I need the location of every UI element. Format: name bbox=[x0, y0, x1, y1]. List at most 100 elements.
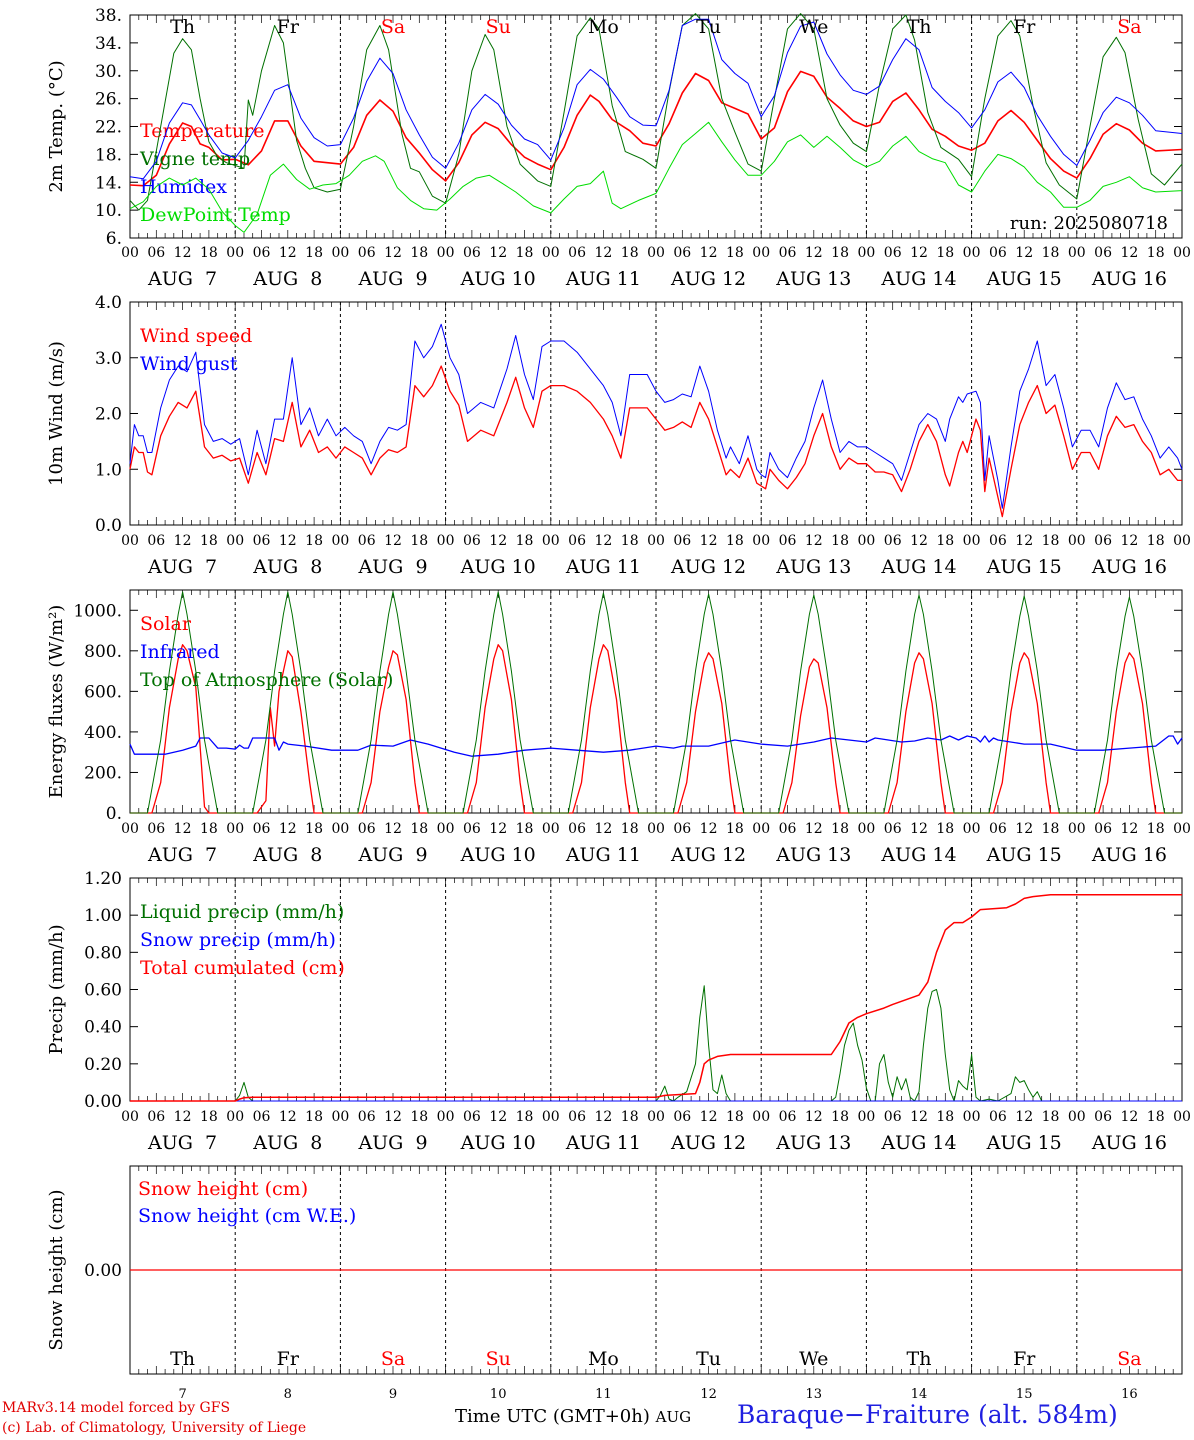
hour-tick-label: 00 bbox=[752, 821, 770, 837]
date-label: AUG 16 bbox=[1091, 556, 1167, 578]
hour-tick-label: 18 bbox=[1042, 533, 1060, 549]
hour-tick-label: 00 bbox=[331, 1109, 349, 1125]
hour-tick-label: 00 bbox=[857, 533, 875, 549]
hour-tick-label: 18 bbox=[1147, 245, 1165, 261]
hour-tick-label: 00 bbox=[1068, 245, 1086, 261]
hour-tick-label: 06 bbox=[147, 1109, 165, 1125]
hour-tick-label: 06 bbox=[779, 821, 797, 837]
hour-tick-label: 00 bbox=[331, 821, 349, 837]
y-tick-label: 200. bbox=[84, 763, 122, 783]
weekday-label: Tu bbox=[696, 1348, 721, 1370]
hour-tick-label: 00 bbox=[542, 821, 560, 837]
day-number-label: 10 bbox=[490, 1387, 507, 1402]
hour-tick-label: 00 bbox=[857, 245, 875, 261]
hour-tick-label: 06 bbox=[358, 533, 376, 549]
hour-tick-label: 12 bbox=[489, 821, 507, 837]
series-line bbox=[130, 985, 1182, 1102]
hour-tick-label: 06 bbox=[358, 1109, 376, 1125]
hour-tick-label: 12 bbox=[489, 1109, 507, 1125]
hour-tick-label: 12 bbox=[594, 821, 612, 837]
hour-tick-label: 12 bbox=[489, 245, 507, 261]
weekday-label: We bbox=[799, 1348, 828, 1370]
hour-tick-label: 12 bbox=[384, 245, 402, 261]
hour-tick-label: 18 bbox=[621, 533, 639, 549]
hour-tick-label: 18 bbox=[516, 533, 534, 549]
date-label: AUG 7 bbox=[147, 1132, 217, 1154]
hour-tick-label: 06 bbox=[463, 821, 481, 837]
weekday-label: Tu bbox=[696, 16, 721, 38]
hour-tick-label: 06 bbox=[989, 1109, 1007, 1125]
hour-tick-label: 06 bbox=[884, 533, 902, 549]
date-label: AUG 11 bbox=[565, 1132, 641, 1154]
hour-tick-label: 00 bbox=[331, 245, 349, 261]
hour-tick-label: 18 bbox=[305, 1109, 323, 1125]
y-tick-label: 4.0 bbox=[95, 293, 122, 313]
panel-frame bbox=[129, 589, 1183, 814]
hour-tick-label: 12 bbox=[279, 533, 297, 549]
hour-tick-label: 06 bbox=[1094, 245, 1112, 261]
hour-tick-label: 18 bbox=[305, 245, 323, 261]
hour-tick-label: 00 bbox=[331, 533, 349, 549]
weekday-label: Th bbox=[170, 1348, 195, 1370]
hour-tick-label: 18 bbox=[200, 245, 218, 261]
y-tick-label: 34. bbox=[95, 34, 122, 54]
hour-tick-label: 12 bbox=[1015, 1109, 1033, 1125]
date-label: AUG 7 bbox=[147, 556, 217, 578]
day-number-label: 7 bbox=[178, 1387, 186, 1402]
weekday-label: Su bbox=[486, 1348, 511, 1370]
hour-tick-label: 18 bbox=[831, 1109, 849, 1125]
hour-tick-label: 12 bbox=[174, 821, 192, 837]
legend-entry: Liquid precip (mm/h) bbox=[140, 901, 344, 923]
date-label: AUG 15 bbox=[986, 556, 1062, 578]
legend-entry: Infrared bbox=[140, 641, 220, 663]
hour-tick-label: 06 bbox=[358, 245, 376, 261]
hour-tick-label: 06 bbox=[884, 821, 902, 837]
footer-model-credit: MARv3.14 model forced by GFS bbox=[2, 1400, 231, 1416]
hour-tick-label: 06 bbox=[253, 821, 271, 837]
hour-tick-label: 18 bbox=[1042, 245, 1060, 261]
hour-tick-label: 12 bbox=[594, 245, 612, 261]
y-tick-label: 38. bbox=[95, 6, 122, 26]
hour-tick-label: 00 bbox=[226, 533, 244, 549]
weekday-label: Sa bbox=[1117, 1348, 1141, 1370]
hour-tick-label: 06 bbox=[147, 821, 165, 837]
x-axis-month: AUG bbox=[655, 1408, 692, 1426]
y-tick-label: 1.20 bbox=[84, 869, 122, 889]
date-label: AUG 12 bbox=[670, 1132, 746, 1154]
hour-tick-label: 12 bbox=[1015, 533, 1033, 549]
hour-tick-label: 06 bbox=[568, 821, 586, 837]
y-tick-label: 0.40 bbox=[84, 1018, 122, 1038]
hour-tick-label: 12 bbox=[279, 821, 297, 837]
date-label: AUG 15 bbox=[986, 268, 1062, 290]
hour-tick-label: 06 bbox=[253, 533, 271, 549]
x-tick-marks bbox=[129, 302, 1183, 525]
hour-tick-label: 12 bbox=[594, 533, 612, 549]
hour-tick-label: 12 bbox=[1120, 1109, 1138, 1125]
hour-tick-label: 18 bbox=[831, 821, 849, 837]
hour-tick-label: 00 bbox=[437, 821, 455, 837]
legend-entry: Total cumulated (cm) bbox=[140, 957, 345, 979]
series-line bbox=[130, 591, 1182, 814]
y-tick-label: 400. bbox=[84, 723, 122, 743]
hour-tick-label: 06 bbox=[673, 245, 691, 261]
legend-entry: Vigne temp bbox=[139, 148, 250, 170]
hour-tick-label: 12 bbox=[1120, 533, 1138, 549]
hour-tick-label: 00 bbox=[437, 245, 455, 261]
y-tick-label: 14. bbox=[95, 173, 122, 193]
hour-tick-label: 00 bbox=[542, 533, 560, 549]
x-tick-marks bbox=[129, 878, 1183, 1101]
y-tick-label: 0.00 bbox=[84, 1261, 122, 1281]
hour-tick-label: 18 bbox=[936, 533, 954, 549]
date-label: AUG 12 bbox=[670, 556, 746, 578]
hour-tick-label: 00 bbox=[752, 1109, 770, 1125]
hour-tick-label: 00 bbox=[1173, 1109, 1191, 1125]
hour-tick-label: 00 bbox=[121, 533, 139, 549]
hour-tick-label: 00 bbox=[121, 245, 139, 261]
panel-0: 6. 10. 14. 18. 22. 26. 30. 34. 38. 2m Temp. (°C) T… bbox=[46, 6, 1191, 290]
panel-1: 0.0 1.0 2.0 3.0 4.0 10m Wind (m/s) Wind speed W… bbox=[46, 293, 1191, 578]
weekday-label: Mo bbox=[588, 16, 619, 38]
hour-tick-label: 18 bbox=[410, 533, 428, 549]
x-axis-label: Time UTC (GMT+0h) AUG bbox=[455, 1406, 691, 1427]
hour-tick-label: 00 bbox=[963, 1109, 981, 1125]
